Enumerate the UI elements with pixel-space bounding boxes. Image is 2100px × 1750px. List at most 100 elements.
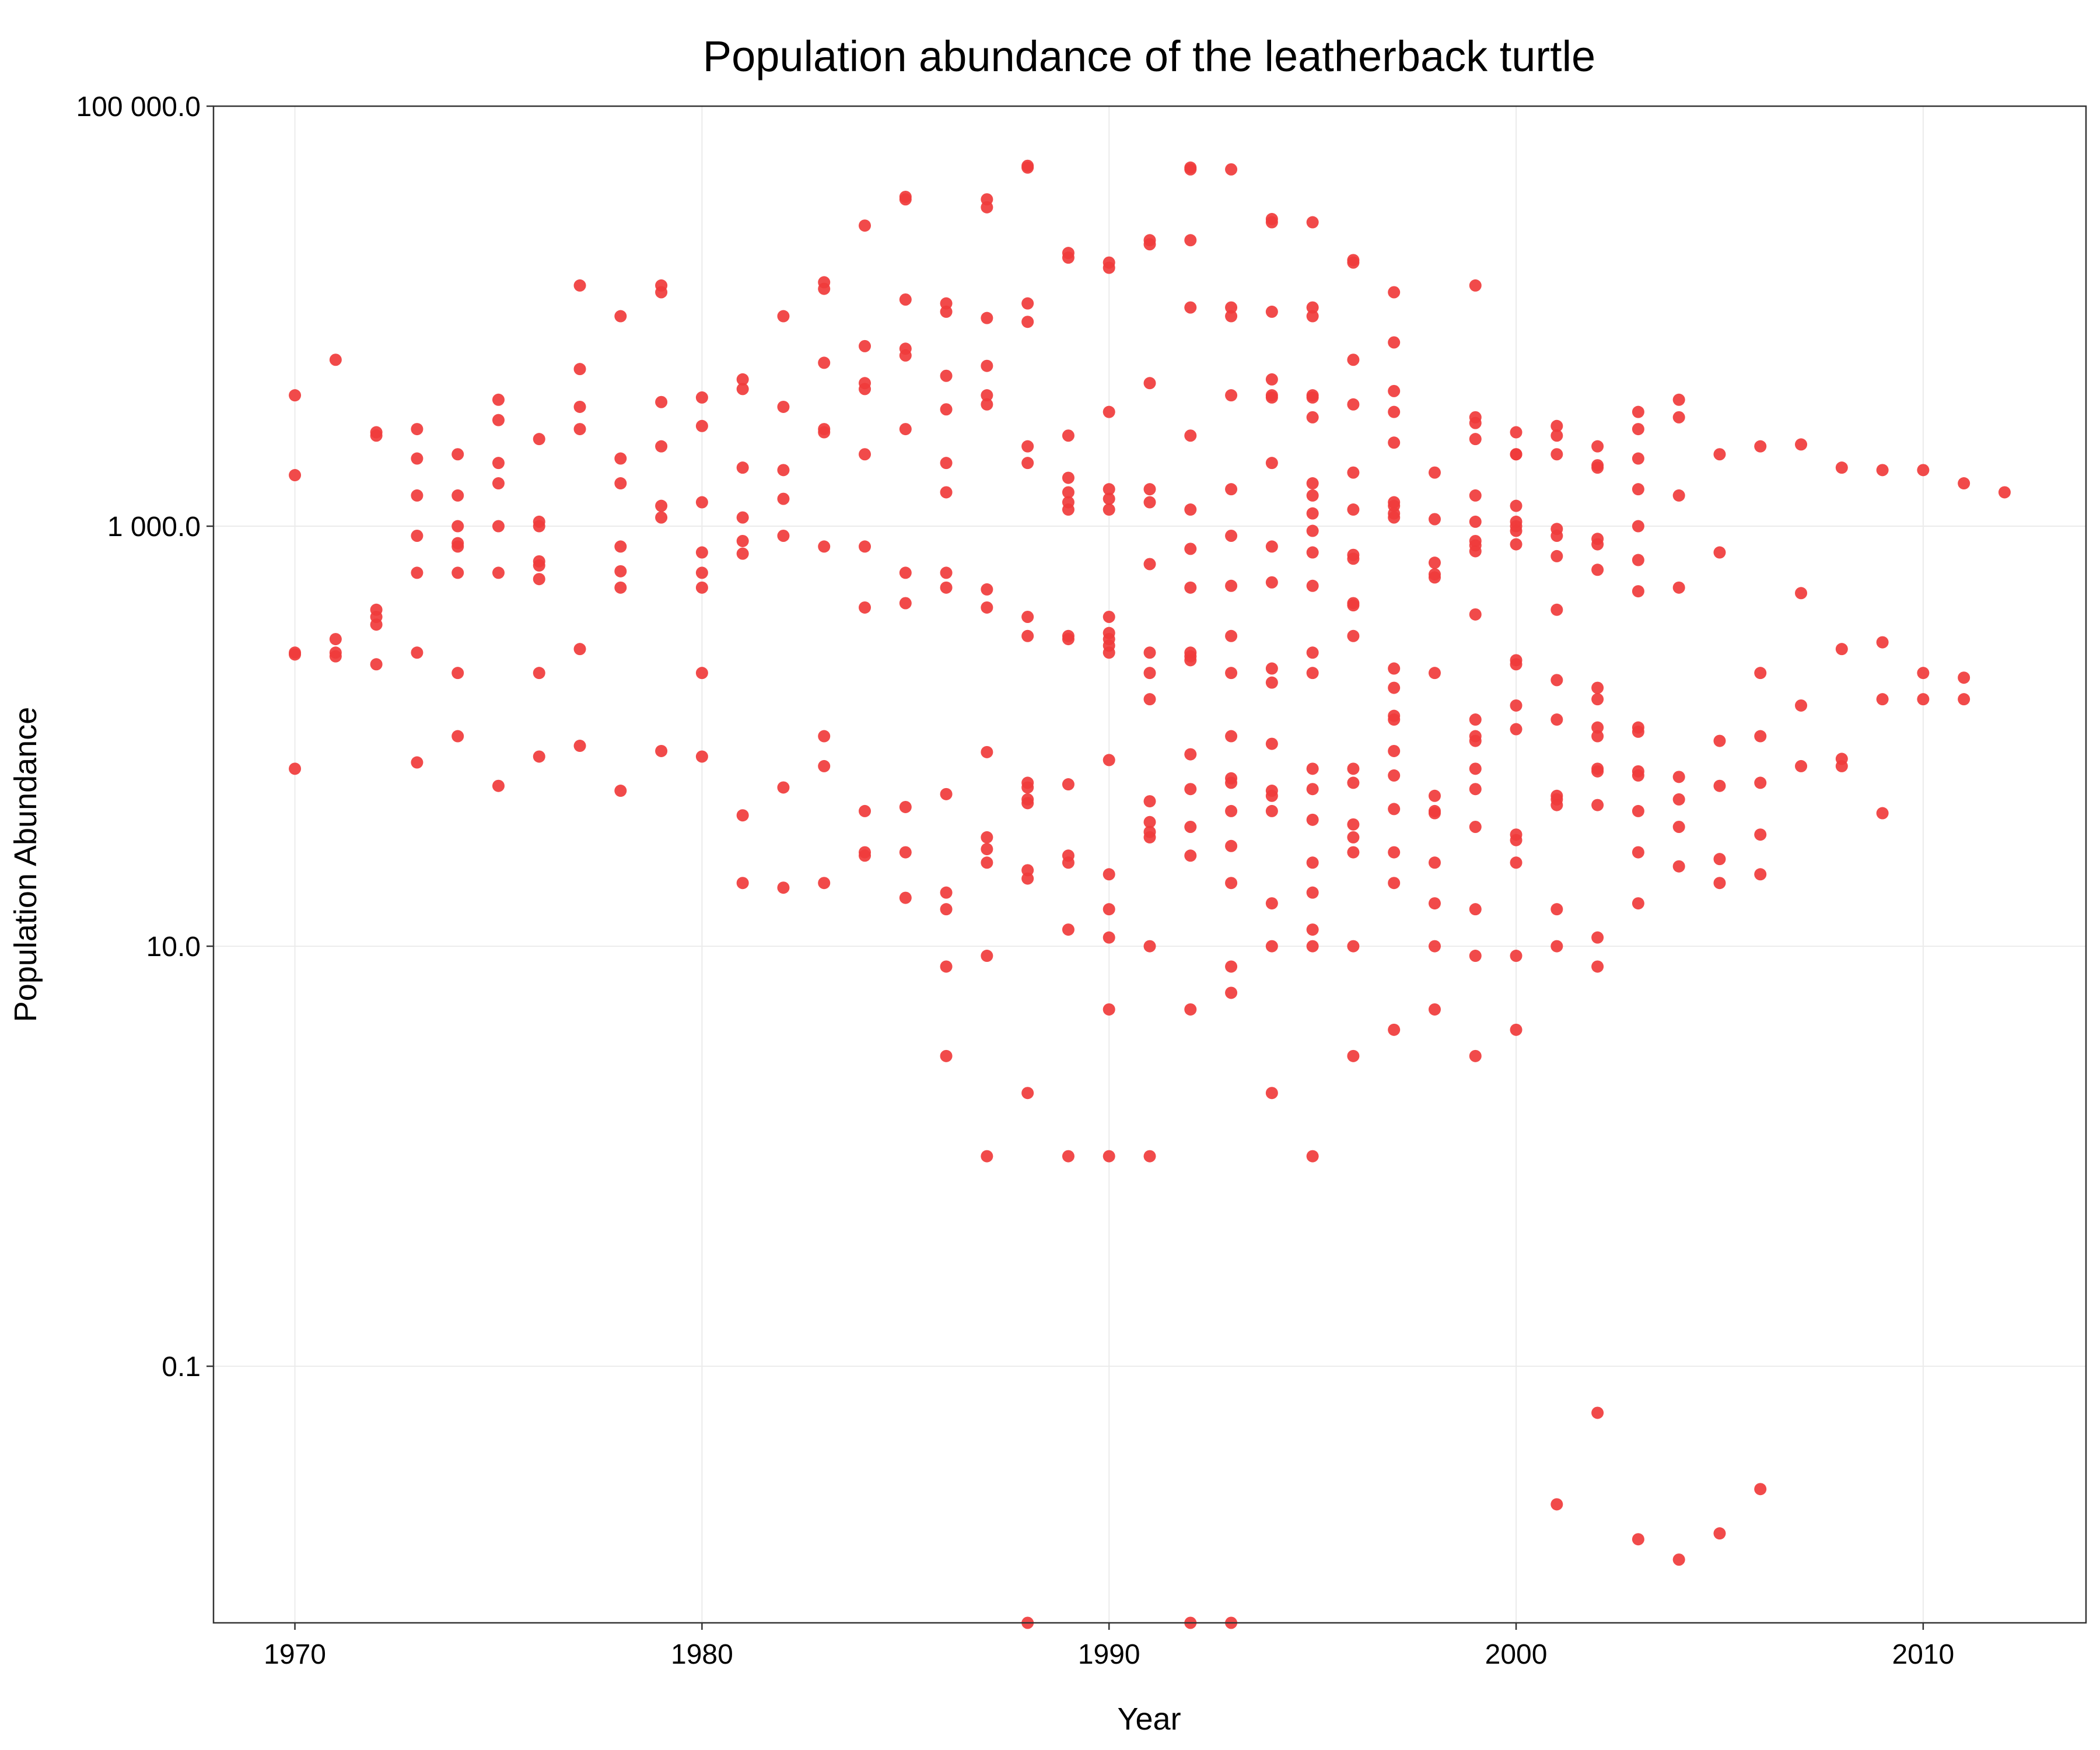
data-point	[492, 414, 505, 426]
data-point	[329, 650, 342, 663]
data-point	[1876, 693, 1889, 706]
data-point	[1102, 1150, 1115, 1163]
data-point	[1184, 542, 1197, 555]
data-point	[452, 540, 464, 553]
data-point	[614, 540, 627, 553]
data-point	[1021, 161, 1034, 174]
data-point	[981, 950, 993, 963]
data-point	[1550, 674, 1563, 687]
data-point	[695, 546, 708, 559]
data-point	[492, 393, 505, 406]
data-point	[1876, 636, 1889, 649]
data-point	[1102, 646, 1115, 659]
data-point	[1347, 354, 1360, 366]
data-point	[1388, 286, 1401, 299]
data-point	[981, 398, 993, 411]
data-point	[1754, 776, 1767, 789]
data-point	[1265, 216, 1278, 229]
data-point	[1347, 629, 1360, 642]
data-point	[1306, 489, 1319, 502]
data-point	[1550, 799, 1563, 811]
x-tick-label: 1990	[1078, 1639, 1140, 1670]
data-point	[1632, 554, 1644, 566]
data-point	[1510, 723, 1522, 736]
data-point	[818, 356, 831, 369]
data-point	[1428, 940, 1441, 953]
data-point	[1510, 699, 1522, 712]
data-point	[1388, 336, 1401, 349]
data-point	[1306, 940, 1319, 953]
data-point	[1510, 856, 1522, 869]
data-point	[1306, 856, 1319, 869]
data-point	[1347, 846, 1360, 859]
data-point	[1102, 868, 1115, 881]
data-point	[1795, 587, 1808, 600]
data-point	[1632, 804, 1644, 817]
data-point	[1143, 693, 1156, 706]
data-point	[1021, 1087, 1034, 1100]
data-point	[818, 730, 831, 743]
data-point	[1550, 1498, 1563, 1511]
data-point	[411, 489, 424, 502]
data-point	[695, 581, 708, 594]
data-point	[1958, 693, 1971, 706]
data-point	[1835, 643, 1848, 656]
data-point	[981, 583, 993, 596]
data-point	[1184, 581, 1197, 594]
data-point	[940, 369, 953, 382]
data-point	[899, 800, 912, 813]
data-point	[818, 282, 831, 295]
data-point	[777, 400, 790, 413]
data-point	[899, 293, 912, 306]
data-point	[899, 891, 912, 904]
data-point	[1388, 436, 1401, 449]
data-point	[1550, 448, 1563, 461]
data-point	[1062, 503, 1074, 516]
data-point	[1876, 464, 1889, 477]
data-point	[452, 566, 464, 579]
data-point	[411, 756, 424, 769]
data-point	[1388, 681, 1401, 694]
x-tick-label: 2000	[1485, 1639, 1548, 1670]
data-point	[818, 426, 831, 439]
data-point	[1265, 576, 1278, 589]
data-point	[1265, 540, 1278, 553]
data-point	[1469, 608, 1482, 621]
data-point	[1591, 765, 1604, 778]
data-point	[1998, 486, 2011, 499]
data-point	[940, 1049, 953, 1062]
data-point	[1713, 546, 1726, 559]
data-point	[1225, 579, 1238, 592]
data-point	[777, 310, 790, 323]
data-point	[1591, 461, 1604, 474]
data-point	[981, 843, 993, 856]
data-point	[614, 581, 627, 594]
data-point	[1510, 538, 1522, 551]
data-point	[1591, 538, 1604, 551]
data-point	[1265, 1087, 1278, 1100]
data-point	[1021, 629, 1034, 642]
data-point	[1102, 1003, 1115, 1016]
data-point	[1632, 846, 1644, 859]
data-point	[1225, 483, 1238, 496]
data-point	[655, 396, 668, 408]
data-point	[859, 540, 872, 553]
data-point	[1632, 423, 1644, 436]
data-point	[655, 499, 668, 512]
data-point	[1102, 483, 1115, 496]
data-point	[1469, 950, 1482, 963]
data-point	[1347, 398, 1360, 411]
data-point	[736, 461, 749, 474]
data-point	[1143, 816, 1156, 828]
data-point	[1469, 903, 1482, 916]
data-point	[1550, 713, 1563, 726]
data-point	[1672, 821, 1685, 834]
data-point	[695, 667, 708, 680]
data-point	[940, 903, 953, 916]
data-point	[370, 618, 383, 631]
data-point	[1469, 783, 1482, 796]
data-point	[899, 349, 912, 362]
data-point	[452, 667, 464, 680]
data-point	[411, 566, 424, 579]
data-point	[1021, 457, 1034, 470]
